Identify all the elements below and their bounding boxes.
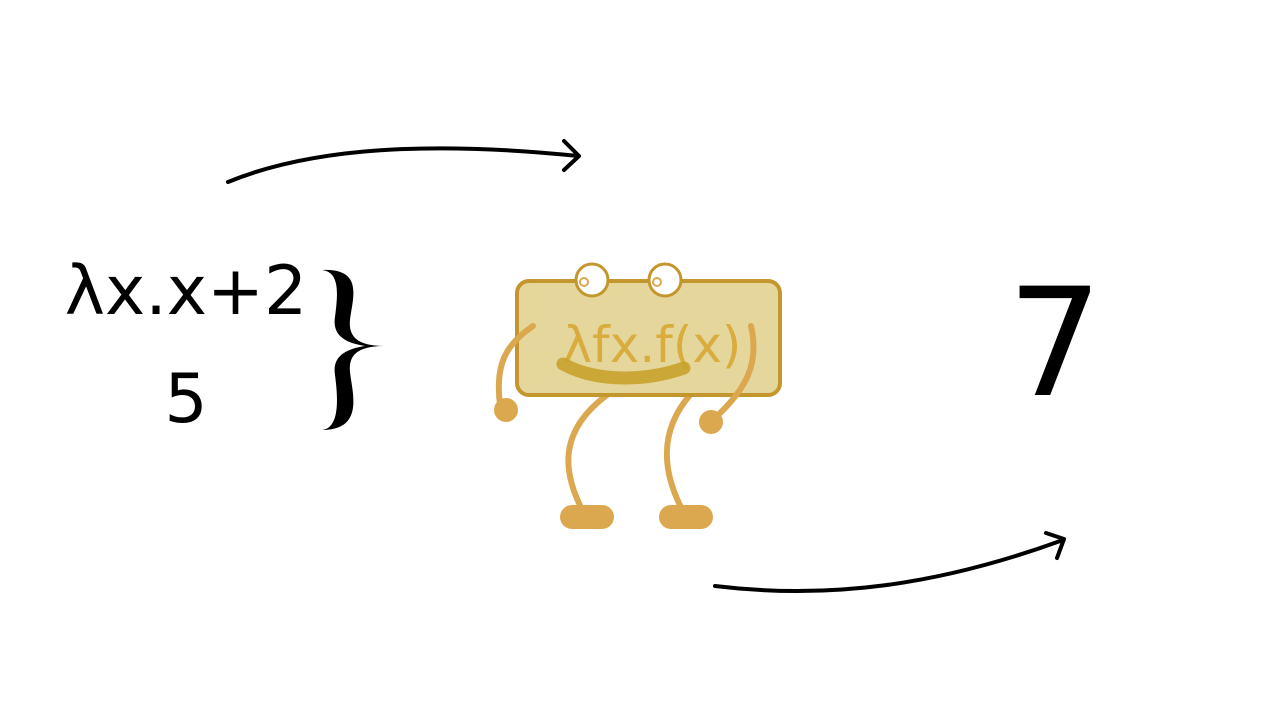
output-result: 7 xyxy=(1007,257,1102,431)
left-hand xyxy=(494,398,518,422)
machine-smile xyxy=(556,357,691,385)
machine-label: λfx.f(x) xyxy=(563,316,742,374)
right-hand xyxy=(699,410,723,434)
right-leg xyxy=(663,392,693,518)
right-eye-icon xyxy=(647,262,683,298)
input-argument: 5 xyxy=(164,360,207,439)
right-foot xyxy=(659,505,713,529)
right-arm xyxy=(712,323,757,421)
bottom-arrow-icon xyxy=(713,531,1066,594)
input-function: λx.x+2 xyxy=(65,252,308,331)
left-arm xyxy=(495,323,536,408)
left-eye-icon xyxy=(574,262,610,298)
left-leg xyxy=(565,392,610,518)
top-arrow-icon xyxy=(226,139,581,184)
lambda-machine: λfx.f(x) xyxy=(494,262,782,529)
left-foot xyxy=(560,505,614,529)
brace-icon xyxy=(322,269,386,430)
